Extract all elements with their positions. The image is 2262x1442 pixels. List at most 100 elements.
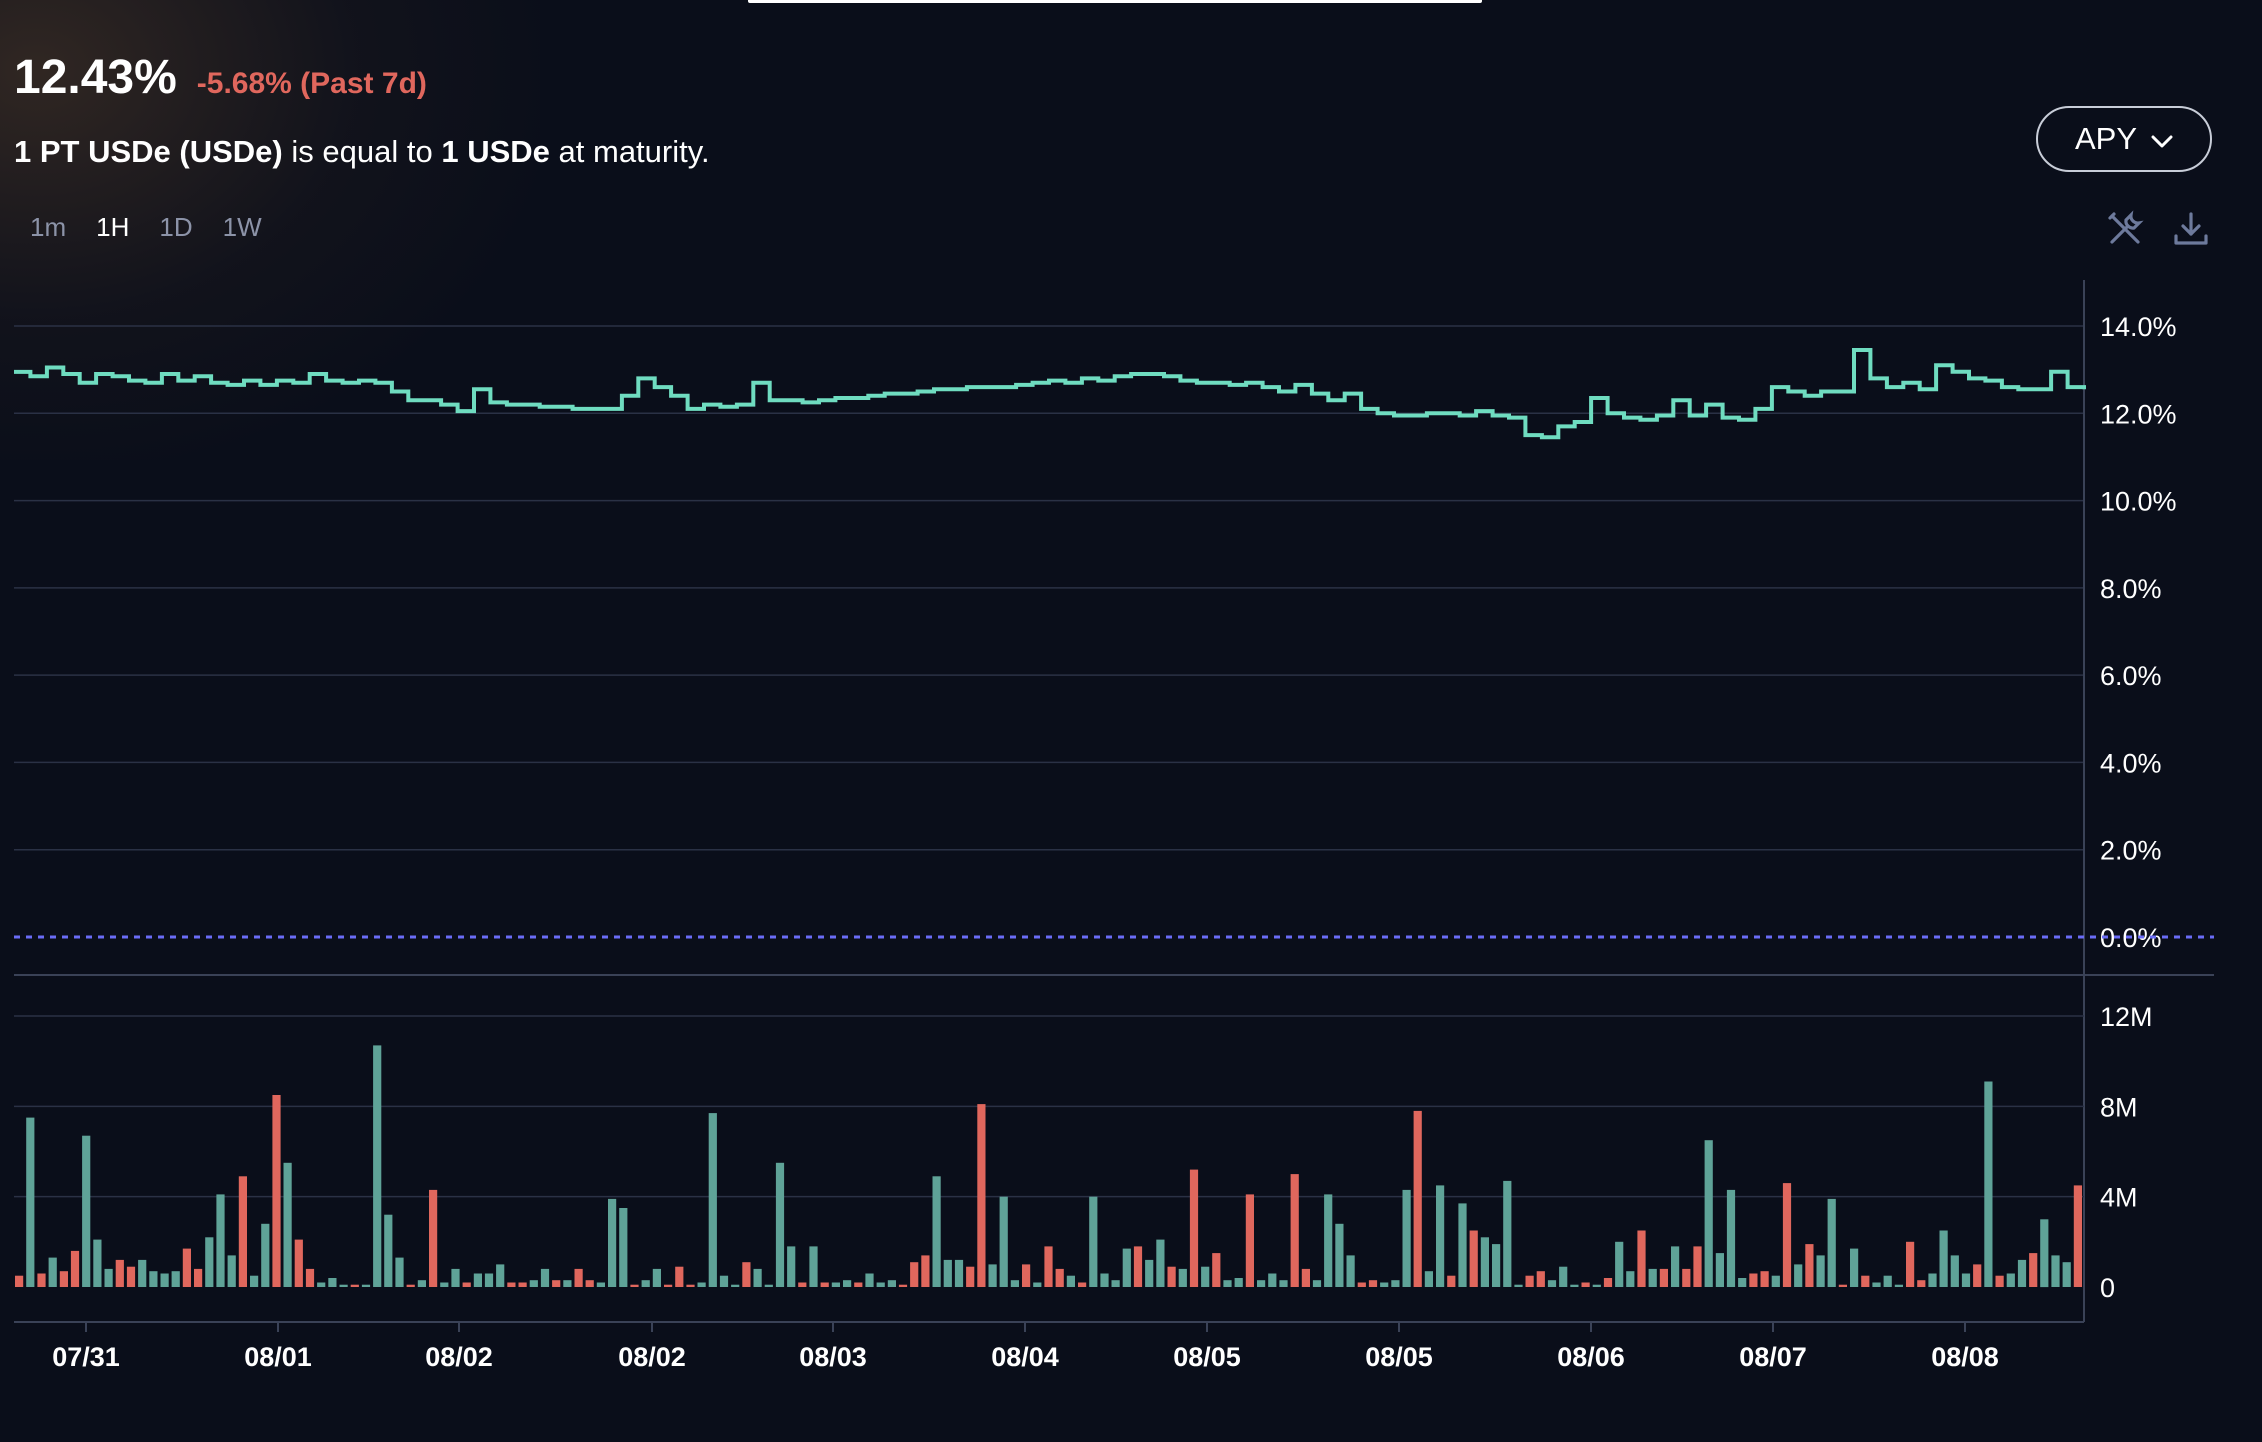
- volume-bar: [70, 1250, 80, 1287]
- volume-bar: [675, 1266, 684, 1287]
- volume-bar: [1973, 1264, 1982, 1287]
- apy-y-tick-label: 10.0%: [2100, 487, 2177, 517]
- volume-bar: [440, 1282, 449, 1287]
- apy-y-tick-label: 2.0%: [2100, 836, 2162, 866]
- volume-bar: [1447, 1275, 1456, 1287]
- volume-bar: [652, 1268, 661, 1287]
- volume-bar: [2051, 1255, 2060, 1287]
- equal-text: is equal to: [291, 134, 433, 169]
- tab-1h[interactable]: 1H: [96, 212, 130, 242]
- download-icon[interactable]: [2172, 210, 2210, 248]
- volume-bar: [171, 1271, 180, 1287]
- volume-bar: [1626, 1271, 1635, 1287]
- volume-bar: [126, 1266, 136, 1287]
- volume-bar: [1503, 1180, 1512, 1287]
- volume-bar: [630, 1284, 639, 1287]
- headline: 12.43% -5.68% (Past 7d): [14, 50, 427, 105]
- top-scroll-indicator: [748, 0, 1482, 3]
- tab-1m[interactable]: 1m: [30, 212, 67, 242]
- x-tick-label: 08/01: [244, 1342, 312, 1372]
- volume-bar: [1850, 1248, 1859, 1287]
- volume-bar: [93, 1239, 102, 1287]
- tools-icon[interactable]: [2106, 210, 2144, 248]
- volume-bar: [966, 1266, 975, 1287]
- volume-bar: [473, 1273, 482, 1287]
- volume-bar: [1335, 1223, 1344, 1287]
- volume-bar: [898, 1284, 908, 1287]
- volume-bar: [831, 1282, 840, 1287]
- volume-bar: [1279, 1280, 1288, 1287]
- tab-1w[interactable]: 1W: [222, 212, 262, 242]
- volume-bar: [2062, 1262, 2071, 1287]
- volume-bar: [977, 1104, 986, 1287]
- volume-bar: [540, 1268, 550, 1287]
- metric-dropdown[interactable]: APY: [2036, 106, 2212, 172]
- volume-bar: [1458, 1203, 1467, 1287]
- volume-bar: [988, 1264, 997, 1287]
- volume-bar: [921, 1255, 930, 1287]
- volume-bar: [1872, 1282, 1881, 1287]
- apy-y-tick-label: 14.0%: [2100, 312, 2177, 342]
- tab-1d[interactable]: 1D: [159, 212, 193, 242]
- volume-bar: [2006, 1273, 2015, 1287]
- volume-bar: [37, 1273, 46, 1287]
- volume-bar: [1044, 1246, 1053, 1287]
- volume-bar: [1089, 1196, 1098, 1287]
- volume-bar: [1525, 1275, 1534, 1287]
- volume-bar: [1492, 1244, 1501, 1287]
- volume-bar: [328, 1278, 337, 1287]
- volume-bar: [496, 1264, 505, 1287]
- volume-bar: [1055, 1268, 1064, 1287]
- volume-bar: [719, 1275, 729, 1287]
- volume-bar: [1838, 1284, 1847, 1287]
- volume-bar: [753, 1268, 762, 1287]
- volume-bar: [1805, 1244, 1814, 1287]
- volume-bar: [1167, 1266, 1176, 1287]
- volume-bar: [999, 1196, 1008, 1287]
- chart-toolbar: [2106, 210, 2210, 248]
- pt-amount: 1: [14, 134, 32, 169]
- volume-bar: [1827, 1198, 1836, 1287]
- volume-bar: [1917, 1280, 1926, 1287]
- apy-change-7d: -5.68% (Past 7d): [196, 67, 427, 100]
- volume-bar: [1413, 1110, 1422, 1287]
- volume-bar: [1547, 1280, 1557, 1287]
- volume-bar: [1726, 1189, 1736, 1287]
- volume-bar: [608, 1198, 617, 1287]
- volume-bar: [764, 1284, 773, 1287]
- volume-y-tick-label: 0: [2100, 1273, 2115, 1303]
- volume-bar: [1178, 1268, 1187, 1287]
- volume-bar: [182, 1248, 191, 1287]
- volume-bar: [787, 1246, 796, 1287]
- volume-bar: [1189, 1169, 1199, 1287]
- volume-bar: [115, 1259, 124, 1287]
- volume-bar: [373, 1045, 382, 1287]
- volume-bar: [1615, 1241, 1624, 1287]
- volume-bar: [1704, 1140, 1713, 1287]
- apy-volume-chart[interactable]: 14.0%12.0%10.0%8.0%6.0%4.0%2.0%0.0%12M8M…: [0, 270, 2262, 1430]
- apy-series-line: [14, 348, 2086, 440]
- volume-bar: [1156, 1239, 1165, 1287]
- volume-bar: [1380, 1282, 1389, 1287]
- volume-bar: [1570, 1284, 1579, 1287]
- maturity-description: 1 PT USDe (USDe) is equal to 1 USDe at m…: [14, 134, 710, 170]
- volume-bar: [1861, 1275, 1870, 1287]
- volume-y-tick-label: 4M: [2100, 1183, 2138, 1213]
- volume-bar: [149, 1271, 158, 1287]
- volume-bar: [429, 1189, 438, 1287]
- volume-bar: [552, 1280, 561, 1287]
- volume-bar: [1906, 1241, 1915, 1287]
- underlying-amount: 1: [441, 134, 459, 169]
- volume-bar: [1771, 1275, 1780, 1287]
- apy-y-tick-label: 6.0%: [2100, 661, 2162, 691]
- maturity-text: at maturity.: [558, 134, 710, 169]
- volume-bar: [932, 1176, 941, 1287]
- timeframe-tabs: 1m 1H 1D 1W: [30, 212, 292, 243]
- volume-bar: [1794, 1264, 1803, 1287]
- apy-y-tick-label: 4.0%: [2100, 748, 2162, 778]
- volume-bar: [529, 1280, 538, 1287]
- volume-y-tick-label: 8M: [2100, 1092, 2138, 1122]
- volume-bar: [305, 1268, 315, 1287]
- x-tick-label: 08/05: [1173, 1342, 1241, 1372]
- volume-bar: [2073, 1185, 2082, 1287]
